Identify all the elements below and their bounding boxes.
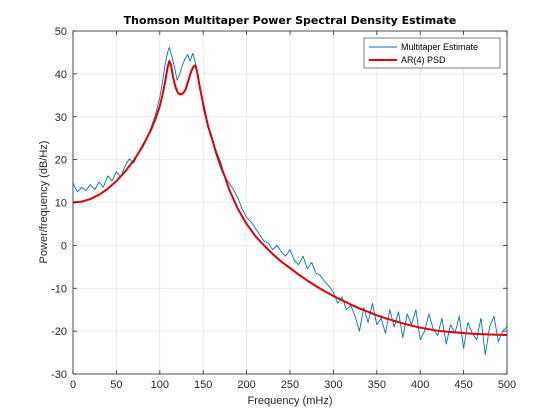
- x-axis-label: Frequency (mHz): [248, 395, 333, 407]
- y-tick-label: -20: [51, 326, 67, 338]
- x-tick-label: 400: [411, 379, 429, 391]
- x-tick-label: 200: [237, 379, 255, 391]
- x-tick-label: 100: [151, 379, 169, 391]
- x-tick-label: 450: [454, 379, 472, 391]
- x-tick-label: 500: [498, 379, 516, 391]
- x-tick-label: 0: [70, 379, 76, 391]
- y-tick-label: 50: [55, 26, 67, 38]
- y-tick-label: 20: [55, 155, 67, 167]
- y-tick-label: -10: [51, 283, 67, 295]
- x-tick-label: 250: [281, 379, 299, 391]
- x-tick-label: 350: [368, 379, 386, 391]
- x-tick-label: 50: [110, 379, 122, 391]
- y-ticks: -30 -20 -10 0 10 20 30 40 50: [51, 26, 507, 381]
- legend: Multitaper Estimate AR(4) PSD: [363, 37, 501, 69]
- plot-area: 0 50 100 150 200 250 300 350 400 450 500 -30-20-10…: [51, 26, 516, 391]
- x-tick-label: 300: [324, 379, 342, 391]
- y-tick-label: 10: [55, 198, 67, 210]
- x-ticks: 0 50 100 150 200 250 300 350 400 450 500: [70, 31, 516, 391]
- x-tick-label: 150: [194, 379, 212, 391]
- legend-box: [363, 37, 501, 69]
- legend-label-multitaper: Multitaper Estimate: [401, 42, 478, 52]
- y-tick-label: 30: [55, 112, 67, 124]
- y-tick-label: 0: [61, 240, 67, 252]
- chart-title: Thomson Multitaper Power Spectral Densit…: [124, 14, 457, 27]
- y-tick-label: -30: [51, 369, 67, 381]
- series-ar4-line: [72, 60, 508, 336]
- series-layer: [72, 46, 508, 356]
- y-tick-label: 40: [55, 69, 67, 81]
- legend-label-ar4: AR(4) PSD: [401, 55, 446, 65]
- y-axis-label: Power/frequency (dB/Hz): [38, 141, 50, 264]
